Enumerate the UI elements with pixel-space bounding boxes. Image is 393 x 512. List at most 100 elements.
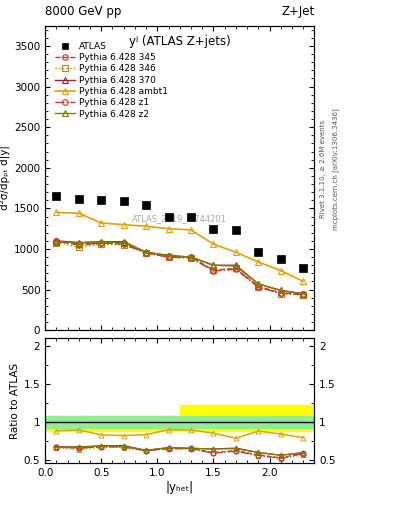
Pythia 6.428 370 (301, 291, 305, 297)
Pythia 6.428 ambt1 (211, 241, 216, 247)
Pythia 6.428 ambt1 (121, 222, 126, 228)
Pythia 6.428 346 (77, 244, 81, 250)
Pythia 6.428 345 (166, 253, 171, 260)
Text: mcplots.cern.ch [arXiv:1306.3436]: mcplots.cern.ch [arXiv:1306.3436] (332, 108, 339, 230)
Pythia 6.428 z1 (278, 290, 283, 296)
Pythia 6.428 370 (77, 240, 81, 246)
Pythia 6.428 370 (211, 262, 216, 268)
Pythia 6.428 345 (54, 238, 59, 244)
Line: Pythia 6.428 z2: Pythia 6.428 z2 (53, 239, 306, 296)
ATLAS (121, 198, 126, 204)
Pythia 6.428 345 (144, 250, 149, 256)
Pythia 6.428 z2 (256, 281, 261, 287)
Pythia 6.428 z2 (189, 254, 193, 260)
Text: yʲ (ATLAS Z+jets): yʲ (ATLAS Z+jets) (129, 35, 231, 48)
Pythia 6.428 370 (144, 249, 149, 255)
Pythia 6.428 z2 (144, 249, 149, 255)
Pythia 6.428 346 (166, 254, 171, 260)
ATLAS (278, 255, 283, 262)
Pythia 6.428 ambt1 (301, 279, 305, 285)
ATLAS (211, 226, 216, 232)
Pythia 6.428 ambt1 (54, 209, 59, 216)
Pythia 6.428 370 (121, 239, 126, 245)
Pythia 6.428 345 (256, 283, 261, 289)
Pythia 6.428 346 (301, 292, 305, 298)
Pythia 6.428 z2 (278, 287, 283, 293)
ATLAS (77, 196, 81, 202)
Pythia 6.428 345 (189, 254, 193, 260)
Pythia 6.428 345 (77, 242, 81, 248)
Pythia 6.428 345 (121, 240, 126, 246)
Y-axis label: d²σ/dpₚₜ d|y|: d²σ/dpₚₜ d|y| (0, 145, 10, 210)
Pythia 6.428 370 (256, 281, 261, 287)
Pythia 6.428 346 (278, 291, 283, 297)
ATLAS (256, 249, 261, 255)
Pythia 6.428 346 (211, 267, 216, 273)
Pythia 6.428 370 (278, 287, 283, 293)
Line: Pythia 6.428 ambt1: Pythia 6.428 ambt1 (53, 210, 306, 284)
Line: Pythia 6.428 z1: Pythia 6.428 z1 (53, 239, 306, 297)
Pythia 6.428 ambt1 (77, 210, 81, 217)
ATLAS (54, 193, 59, 199)
Pythia 6.428 ambt1 (278, 267, 283, 273)
Pythia 6.428 z2 (77, 240, 81, 246)
Pythia 6.428 z1 (121, 241, 126, 247)
Pythia 6.428 z2 (54, 239, 59, 245)
Pythia 6.428 z1 (256, 284, 261, 290)
ATLAS (166, 214, 171, 220)
ATLAS (233, 227, 238, 233)
Pythia 6.428 370 (54, 238, 59, 244)
Legend: ATLAS, Pythia 6.428 345, Pythia 6.428 346, Pythia 6.428 370, Pythia 6.428 ambt1,: ATLAS, Pythia 6.428 345, Pythia 6.428 34… (52, 39, 170, 121)
Pythia 6.428 z1 (77, 241, 81, 247)
Pythia 6.428 346 (99, 241, 104, 247)
Pythia 6.428 370 (189, 254, 193, 260)
Pythia 6.428 346 (233, 265, 238, 271)
ATLAS (144, 202, 149, 208)
Pythia 6.428 346 (121, 242, 126, 248)
Pythia 6.428 346 (144, 250, 149, 256)
Text: Rivet 3.1.10, ≥ 2.6M events: Rivet 3.1.10, ≥ 2.6M events (320, 120, 326, 218)
Pythia 6.428 345 (278, 290, 283, 296)
Pythia 6.428 ambt1 (99, 220, 104, 226)
Pythia 6.428 ambt1 (144, 223, 149, 229)
Pythia 6.428 z2 (233, 263, 238, 269)
Pythia 6.428 z2 (121, 240, 126, 246)
Line: Pythia 6.428 345: Pythia 6.428 345 (53, 239, 306, 297)
Pythia 6.428 z1 (233, 266, 238, 272)
Pythia 6.428 z2 (301, 291, 305, 297)
Y-axis label: Ratio to ATLAS: Ratio to ATLAS (9, 362, 20, 439)
Line: ATLAS: ATLAS (52, 192, 307, 273)
Pythia 6.428 ambt1 (166, 226, 171, 232)
Pythia 6.428 345 (301, 291, 305, 297)
Pythia 6.428 345 (211, 267, 216, 273)
Pythia 6.428 z1 (54, 238, 59, 244)
Text: 8000 GeV pp: 8000 GeV pp (45, 5, 121, 18)
Pythia 6.428 z1 (166, 254, 171, 260)
Pythia 6.428 370 (166, 252, 171, 259)
Pythia 6.428 346 (256, 284, 261, 290)
Pythia 6.428 ambt1 (189, 227, 193, 233)
Pythia 6.428 z2 (166, 252, 171, 259)
Pythia 6.428 345 (99, 240, 104, 246)
Pythia 6.428 z1 (144, 250, 149, 256)
Text: Z+Jet: Z+Jet (281, 5, 314, 18)
Line: Pythia 6.428 370: Pythia 6.428 370 (53, 238, 306, 296)
Pythia 6.428 z2 (211, 262, 216, 268)
ATLAS (189, 214, 193, 220)
ATLAS (99, 197, 104, 203)
ATLAS (301, 265, 305, 271)
Pythia 6.428 370 (233, 262, 238, 268)
Pythia 6.428 z1 (211, 268, 216, 274)
Pythia 6.428 z1 (99, 240, 104, 246)
Pythia 6.428 z1 (301, 291, 305, 297)
Pythia 6.428 ambt1 (233, 249, 238, 255)
Pythia 6.428 346 (54, 240, 59, 246)
Pythia 6.428 ambt1 (256, 259, 261, 265)
Pythia 6.428 345 (233, 265, 238, 271)
Pythia 6.428 370 (99, 239, 104, 245)
Text: ATLAS_2019_I1744201: ATLAS_2019_I1744201 (132, 215, 227, 223)
Pythia 6.428 z1 (189, 255, 193, 261)
Pythia 6.428 346 (189, 255, 193, 261)
Pythia 6.428 z2 (99, 239, 104, 245)
X-axis label: |yₕₑₜ|: |yₕₑₜ| (166, 481, 194, 494)
